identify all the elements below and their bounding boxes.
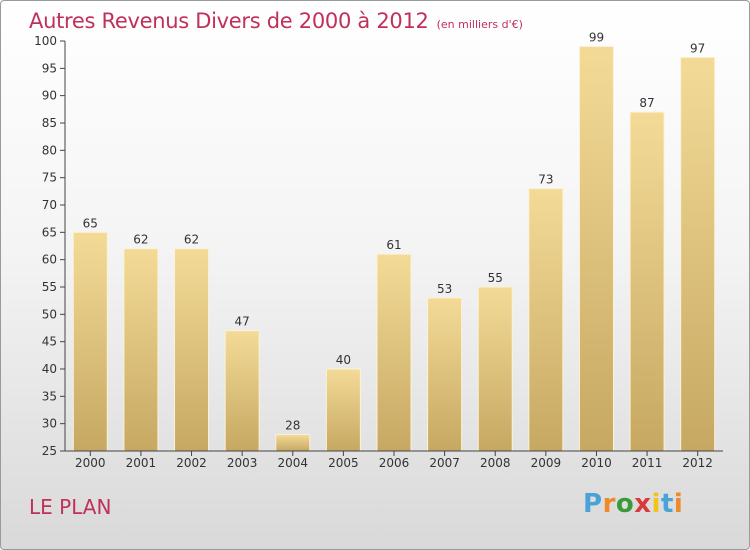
bar [427,297,463,452]
y-tick-label: 50 [42,307,57,321]
y-tick-label: 95 [42,61,57,75]
bar-value-label: 40 [336,353,351,367]
x-tick-label: 2008 [480,456,511,470]
proxiti-logo: Proxiti [583,489,683,519]
bar-value-label: 62 [133,233,148,247]
bar [174,248,210,452]
bar-value-label: 53 [437,282,452,296]
bar-value-label: 61 [386,238,401,252]
y-tick-label: 30 [42,417,57,431]
x-tick-label: 2000 [75,456,106,470]
x-tick-label: 2004 [277,456,308,470]
y-tick-label: 75 [42,171,57,185]
bar [275,434,311,452]
bar-value-label: 62 [184,233,199,247]
y-tick-label: 90 [42,89,57,103]
bar [629,111,665,452]
y-tick-label: 45 [42,335,57,349]
bar [72,231,108,452]
bar [224,330,260,452]
bar-value-label: 55 [488,271,503,285]
bar [578,45,614,452]
bar-value-label: 97 [690,41,705,55]
bar [123,248,159,452]
x-tick-label: 2012 [682,456,713,470]
logo-letter: o [615,489,635,519]
chart-title-block: Autres Revenus Divers de 2000 à 2012 (en … [29,9,523,33]
bar [477,286,513,452]
bar [528,188,564,452]
bar-value-label: 65 [83,216,98,230]
y-tick-label: 55 [42,280,57,294]
bar-value-label: 99 [589,30,604,44]
logo-letter: r [602,489,616,519]
chart-subtitle: (en milliers d'€) [436,18,523,31]
logo-letter: P [583,489,603,519]
y-tick-label: 65 [42,225,57,239]
x-tick-label: 2002 [176,456,207,470]
bar-value-label: 73 [538,173,553,187]
x-tick-label: 2003 [227,456,258,470]
y-tick-label: 60 [42,253,57,267]
y-tick-label: 40 [42,362,57,376]
bar [680,56,716,452]
bar-value-label: 28 [285,419,300,433]
chart-title: Autres Revenus Divers de 2000 à 2012 [29,9,429,33]
x-tick-label: 2007 [429,456,460,470]
x-tick-label: 2009 [531,456,562,470]
logo-letter: t [660,489,674,519]
x-tick-label: 2005 [328,456,359,470]
x-tick-label: 2010 [581,456,612,470]
logo-letter: x [634,489,652,519]
bar-value-label: 47 [235,315,250,329]
bar-value-label: 87 [639,96,654,110]
y-tick-label: 35 [42,389,57,403]
y-tick-label: 80 [42,143,57,157]
bar [325,368,361,452]
y-tick-label: 85 [42,116,57,130]
y-tick-label: 100 [34,34,57,48]
y-tick-label: 70 [42,198,57,212]
x-tick-label: 2001 [126,456,157,470]
y-tick-label: 25 [42,444,57,458]
place-name: LE PLAN [29,495,112,519]
logo-letter: i [651,489,661,519]
logo-letter: i [673,489,684,519]
bar [376,253,412,452]
x-tick-label: 2006 [379,456,410,470]
x-tick-label: 2011 [632,456,663,470]
